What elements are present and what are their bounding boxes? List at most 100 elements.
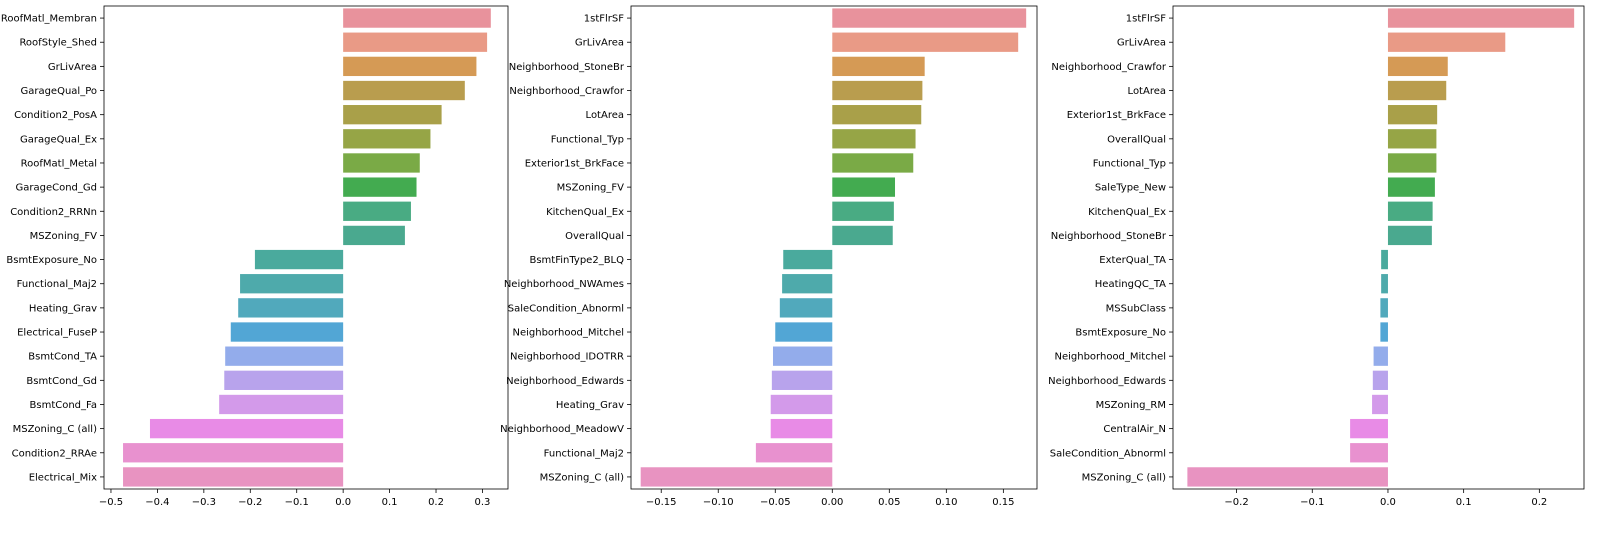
x-tick-label: 0.00 <box>821 497 843 508</box>
bar-mszoning-c-all- <box>149 418 344 439</box>
bar-heatingqc-ta <box>1381 274 1388 294</box>
y-tick-label: Electrical_FuseP <box>17 328 97 339</box>
bar-roofmatl-membran <box>343 8 491 28</box>
x-tick-label: 0.0 <box>335 497 351 508</box>
bar-salecondition-abnorml <box>1350 443 1388 463</box>
bar-condition2-rrnn <box>343 201 411 221</box>
bar-functional-maj2 <box>755 443 833 463</box>
bar-1stflrsf <box>832 8 1027 28</box>
chart-panel-2: 1stFlrSF GrLivArea Neighborhood_StoneBr Nei… <box>500 5 1038 508</box>
plot-frame <box>630 5 1038 490</box>
bar-garagequal-ex <box>343 129 431 149</box>
bar-overallqual <box>1387 129 1437 149</box>
y-tick-label: GrLivArea <box>575 38 624 49</box>
bar-condition2-rrae <box>123 443 344 463</box>
y-tick-label: RoofMatl_Membran <box>1 14 97 25</box>
y-tick-label: Neighborhood_IDOTRR <box>510 352 624 363</box>
y-tick-label: SaleCondition_Abnorml <box>508 303 624 314</box>
chart-panel-3: 1stFlrSF GrLivArea Neighborhood_Crawfor Lot… <box>1048 5 1585 508</box>
y-tick-label: Neighborhood_Edwards <box>1048 376 1166 387</box>
y-tick-label: MSZoning_C (all) <box>1082 472 1166 483</box>
y-tick-label: Neighborhood_StoneBr <box>509 62 625 73</box>
y-tick-label: 1stFlrSF <box>1126 14 1166 25</box>
x-tick-label: 0.0 <box>1380 497 1396 508</box>
bar-mszoning-rm <box>1372 394 1388 415</box>
plot-frame <box>103 5 509 490</box>
y-tick-label: ExterQual_TA <box>1099 255 1166 266</box>
bar-neighborhood-idotrr <box>772 346 833 366</box>
bar-kitchenqual-ex <box>1387 201 1433 221</box>
x-tick-label: 0.15 <box>992 497 1014 508</box>
bar-1stflrsf <box>1387 8 1575 28</box>
plot-frame <box>1172 5 1585 490</box>
bar-garagecond-gd <box>343 177 417 197</box>
x-tick-label: −0.5 <box>99 497 123 508</box>
y-tick-label: SaleType_New <box>1095 183 1166 194</box>
x-tick-label: −0.1 <box>1300 497 1324 508</box>
bar-neighborhood-mitchel <box>775 322 833 342</box>
bar-bsmtcond-ta <box>225 346 344 366</box>
x-tick-label: 0.1 <box>382 497 398 508</box>
y-tick-label: Neighborhood_MeadowV <box>500 424 624 435</box>
y-tick-label: Functional_Maj2 <box>17 279 97 290</box>
y-tick-label: BsmtCond_Fa <box>30 400 97 411</box>
y-tick-label: Neighborhood_Mitchel <box>1054 352 1166 363</box>
bar-condition2-posa <box>343 105 442 125</box>
bar-lotarea <box>1387 80 1447 101</box>
y-tick-label: Functional_Typ <box>1093 158 1166 169</box>
y-tick-label: Condition2_PosA <box>14 110 97 121</box>
x-tick-label: −0.15 <box>646 497 677 508</box>
y-tick-label: BsmtCond_Gd <box>26 376 97 387</box>
bar-heating-grav <box>770 394 833 415</box>
bar-functional-typ <box>1387 153 1437 173</box>
bar-grlivarea <box>1387 32 1506 52</box>
bar-saletype-new <box>1387 177 1435 197</box>
y-tick-label: LotArea <box>1128 86 1166 97</box>
y-tick-label: BsmtFinType2_BLQ <box>529 255 624 266</box>
y-tick-label: Neighborhood_Edwards <box>506 376 624 387</box>
bar-functional-maj2 <box>240 274 344 294</box>
y-tick-label: Neighborhood_NWAmes <box>504 279 624 290</box>
x-tick-label: −0.2 <box>238 497 262 508</box>
bar-grlivarea <box>343 56 477 77</box>
y-tick-label: CentralAir_N <box>1103 424 1166 435</box>
y-tick-label: GrLivArea <box>1117 38 1166 49</box>
y-tick-label: BsmtExposure_No <box>6 255 97 266</box>
y-tick-label: LotArea <box>586 110 624 121</box>
y-tick-label: GarageQual_Po <box>20 86 97 97</box>
x-tick-label: −0.1 <box>285 497 309 508</box>
bar-electrical-fusep <box>230 322 344 342</box>
y-tick-label: BsmtExposure_No <box>1075 328 1166 339</box>
y-tick-label: Neighborhood_Mitchel <box>512 328 624 339</box>
bar-salecondition-abnorml <box>779 298 833 318</box>
x-tick-label: −0.4 <box>145 497 169 508</box>
bar-neighborhood-crawfor <box>832 80 923 101</box>
y-tick-label: SaleCondition_Abnorml <box>1050 448 1166 459</box>
bar-mszoning-c-all- <box>1187 467 1388 487</box>
y-tick-label: Condition2_RRAe <box>12 448 97 459</box>
x-tick-label: 0.1 <box>1456 497 1472 508</box>
y-tick-label: OverallQual <box>1107 134 1166 145</box>
bar-mszoning-c-all- <box>640 467 833 487</box>
y-tick-label: Functional_Maj2 <box>544 448 624 459</box>
bar-kitchenqual-ex <box>832 201 894 221</box>
bar-neighborhood-meadowv <box>770 418 833 439</box>
bar-centralair-n <box>1350 418 1388 439</box>
x-tick-label: −0.3 <box>192 497 216 508</box>
y-tick-label: OverallQual <box>565 231 624 242</box>
y-tick-label: MSSubClass <box>1106 303 1166 314</box>
bar-neighborhood-edwards <box>1372 370 1388 390</box>
bar-exterqual-ta <box>1381 249 1388 270</box>
y-tick-label: GrLivArea <box>48 62 97 73</box>
y-tick-label: MSZoning_C (all) <box>13 424 97 435</box>
y-tick-label: RoofMatl_Metal <box>21 158 97 169</box>
bar-neighborhood-edwards <box>771 370 833 390</box>
x-tick-label: 0.10 <box>935 497 957 508</box>
y-tick-label: 1stFlrSF <box>584 14 624 25</box>
bar-bsmtexposure-no <box>254 249 344 270</box>
x-tick-label: −0.05 <box>760 497 791 508</box>
bar-bsmtexposure-no <box>1380 322 1388 342</box>
bar-neighborhood-stonebr <box>832 56 925 77</box>
